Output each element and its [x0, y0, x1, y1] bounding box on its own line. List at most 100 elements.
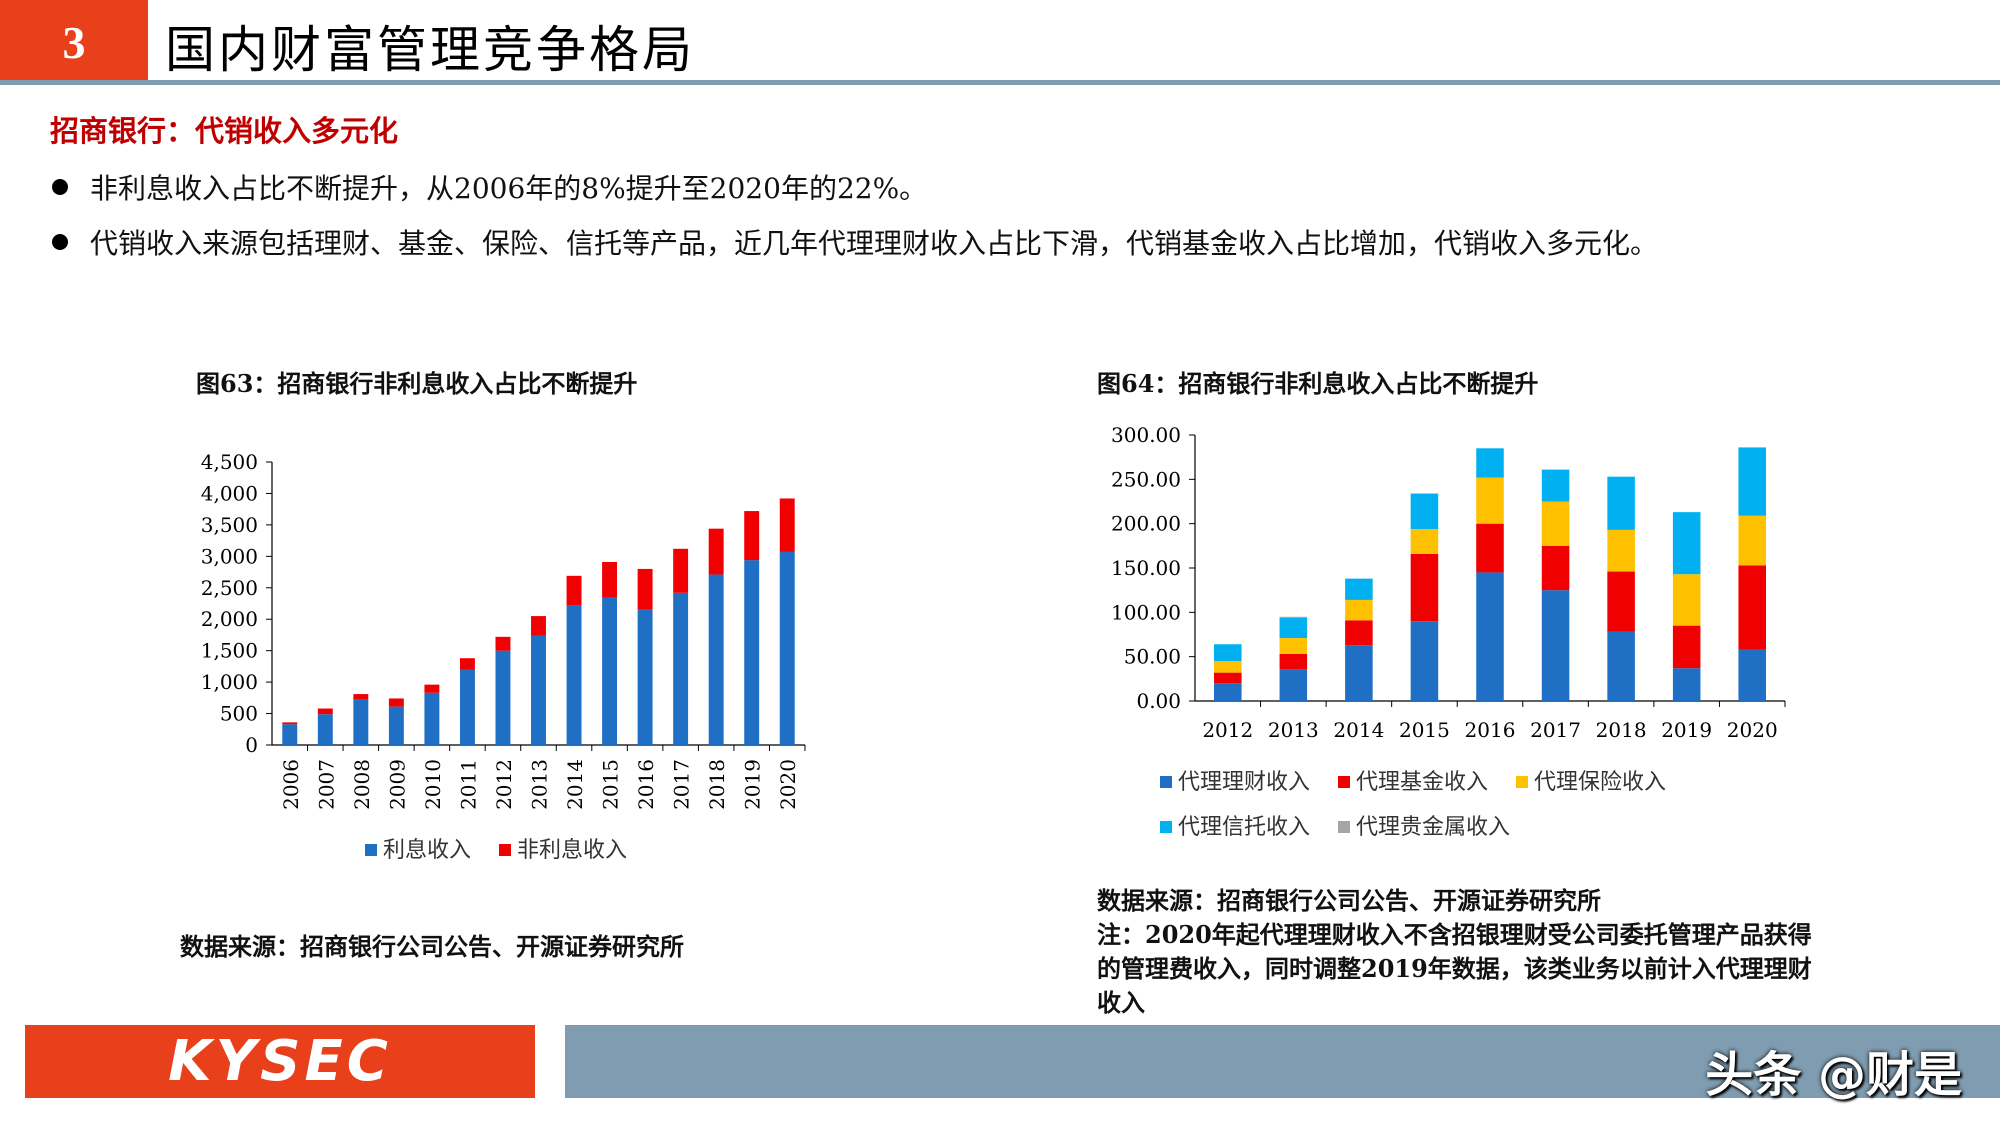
- chart64-y-tick-label: 0.00: [1136, 689, 1181, 713]
- chart63-bar-segment: [673, 548, 689, 593]
- chart64-bar-segment: [1607, 529, 1635, 572]
- logo-text: KYSEC: [168, 1029, 392, 1094]
- chart64-bar-segment: [1214, 661, 1242, 673]
- chart63-legend-label: 利息收入: [383, 838, 471, 863]
- chart63-bar-segment: [779, 498, 795, 552]
- chart64-bar-segment: [1541, 501, 1570, 546]
- section-subtitle: 招商银行：代销收入多元化: [50, 114, 399, 148]
- chart63: 0 500 1,000 1,500 2,000 2,500 3,000 3,500 4,000 4…: [201, 450, 806, 863]
- chart64-y-tick-label: 300.00: [1111, 423, 1181, 447]
- chart63-bar-segment: [531, 635, 546, 745]
- chart64-bar-segment: [1410, 528, 1439, 554]
- chart63-bar-segment: [637, 568, 653, 610]
- chart63-x-tick-label: 2018: [705, 759, 729, 810]
- chart64-x-tick-label: 2018: [1596, 718, 1647, 742]
- chart63-x-tick-label: 2013: [528, 759, 552, 810]
- chart64-bar-segment: [1279, 617, 1308, 639]
- title-divider: [0, 80, 2000, 85]
- chart63-x-tick-label: 2009: [385, 759, 409, 810]
- chart64-bar-segment: [1476, 477, 1504, 524]
- chart64-bar-segment: [1541, 590, 1570, 701]
- figure64-note-line: 收入: [1097, 988, 1145, 1017]
- chart64-bar-segment: [1214, 672, 1242, 684]
- chart63-x-tick-label: 2019: [741, 759, 765, 810]
- chart64-bar-segment: [1476, 448, 1504, 478]
- bullet-dot-icon: [52, 179, 68, 195]
- chart64-bar-segment: [1345, 620, 1373, 646]
- chart63-y-tick-label: 3,000: [201, 544, 258, 568]
- chart63-bar-segment: [282, 724, 298, 745]
- chart64-y-tick-label: 100.00: [1111, 600, 1181, 624]
- chart64-y-tick-label: 150.00: [1111, 556, 1181, 580]
- chart63-legend-swatch: [365, 844, 377, 856]
- bullet-item: 代销收入来源包括理财、基金、保险、信托等产品，近几年代理理财收入占比下滑，代销基…: [52, 222, 1658, 262]
- chart64-bar-segment: [1345, 578, 1373, 600]
- chart63-bar-segment: [495, 650, 511, 745]
- chart64-x-tick-label: 2015: [1399, 718, 1450, 742]
- figure64-note-line: 的管理费收入，同时调整2019年数据，该类业务以前计入代理理财: [1097, 954, 1812, 983]
- chart63-bar-segment: [424, 692, 440, 745]
- chart63-x-tick-label: 2011: [456, 759, 480, 810]
- figure64-source-line: 数据来源：招商银行公司公告、开源证券研究所: [1097, 886, 1601, 915]
- bullet-dot-icon: [52, 234, 68, 250]
- figure64-title: 图64：招商银行非利息收入占比不断提升: [1097, 369, 1539, 398]
- chart64-bar-segment: [1607, 631, 1635, 701]
- chart63-bar-segment: [424, 684, 440, 693]
- chart64-y-tick-label: 50.00: [1124, 645, 1181, 669]
- chart64-bar-segment: [1279, 654, 1308, 670]
- chart63-bar-segment: [353, 694, 369, 700]
- section-number-badge: 3: [0, 0, 148, 84]
- chart63-y-tick-label: 3,500: [201, 513, 258, 537]
- chart64-y-tick-label: 200.00: [1111, 512, 1181, 536]
- chart64-y-tick-label: 250.00: [1111, 467, 1181, 491]
- figure63-source: 数据来源：招商银行公司公告、开源证券研究所: [180, 932, 684, 961]
- chart63-bar-segment: [282, 722, 298, 725]
- chart63-bar-segment: [459, 658, 475, 670]
- chart64-bar-segment: [1541, 545, 1570, 591]
- chart63-x-tick-label: 2007: [314, 759, 338, 810]
- figure64-note-line: 注：2020年起代理理财收入不含招银理财受公司委托管理产品获得: [1097, 920, 1812, 949]
- chart63-y-tick-label: 1,000: [201, 670, 258, 694]
- chart63-bar-segment: [602, 597, 618, 745]
- chart63-x-tick-label: 2010: [421, 759, 445, 810]
- chart63-legend-swatch: [499, 844, 511, 856]
- chart64-x-tick-label: 2016: [1465, 718, 1516, 742]
- company-logo: KYSEC: [25, 1025, 535, 1098]
- chart64-legend-label: 代理保险收入: [1534, 770, 1666, 795]
- chart64-bar-segment: [1672, 625, 1701, 669]
- chart64-x-tick-label: 2012: [1202, 718, 1253, 742]
- figure64-source: 数据来源：招商银行公司公告、开源证券研究所 注：2020年起代理理财收入不含招银…: [1097, 884, 1812, 1020]
- chart64-bar-segment: [1738, 447, 1766, 516]
- chart64-legend-label: 代理理财收入: [1178, 770, 1310, 795]
- watermark: 头条 @财是: [1705, 1047, 1962, 1103]
- chart64-legend-label: 代理信托收入: [1178, 815, 1310, 840]
- chart63-bar-segment: [566, 575, 582, 606]
- chart64-bar-segment: [1672, 574, 1701, 626]
- chart63-y-tick-label: 2,000: [201, 607, 258, 631]
- chart64-legend-swatch: [1338, 776, 1350, 788]
- chart63-x-tick-label: 2015: [599, 759, 623, 810]
- chart63-bar-segment: [531, 616, 546, 636]
- chart63-bar-segment: [495, 636, 511, 651]
- section-number: 3: [62, 16, 86, 68]
- chart64-x-tick-label: 2017: [1530, 718, 1581, 742]
- chart63-bar-segment: [673, 592, 689, 745]
- chart64-bar-segment: [1541, 469, 1570, 502]
- chart63-bar-segment: [566, 605, 582, 745]
- chart64-bar-segment: [1279, 616, 1308, 618]
- chart63-bar-segment: [637, 609, 653, 745]
- chart63-y-tick-label: 4,000: [201, 481, 258, 505]
- chart63-bar-segment: [459, 669, 475, 745]
- figure63-title: 图63：招商银行非利息收入占比不断提升: [196, 369, 638, 398]
- chart63-y-tick-label: 0: [245, 733, 258, 757]
- chart63-x-tick-label: 2006: [279, 759, 303, 810]
- chart63-bar-segment: [353, 699, 369, 745]
- chart64-bar-segment: [1214, 683, 1242, 701]
- chart63-x-tick-label: 2012: [492, 759, 516, 810]
- chart63-x-tick-label: 2020: [776, 759, 800, 810]
- chart64-x-tick-label: 2013: [1268, 718, 1319, 742]
- chart64-legend-swatch: [1516, 776, 1528, 788]
- chart64-bar-segment: [1738, 515, 1766, 566]
- chart64-legend-swatch: [1338, 821, 1350, 833]
- chart64-legend-swatch: [1160, 821, 1172, 833]
